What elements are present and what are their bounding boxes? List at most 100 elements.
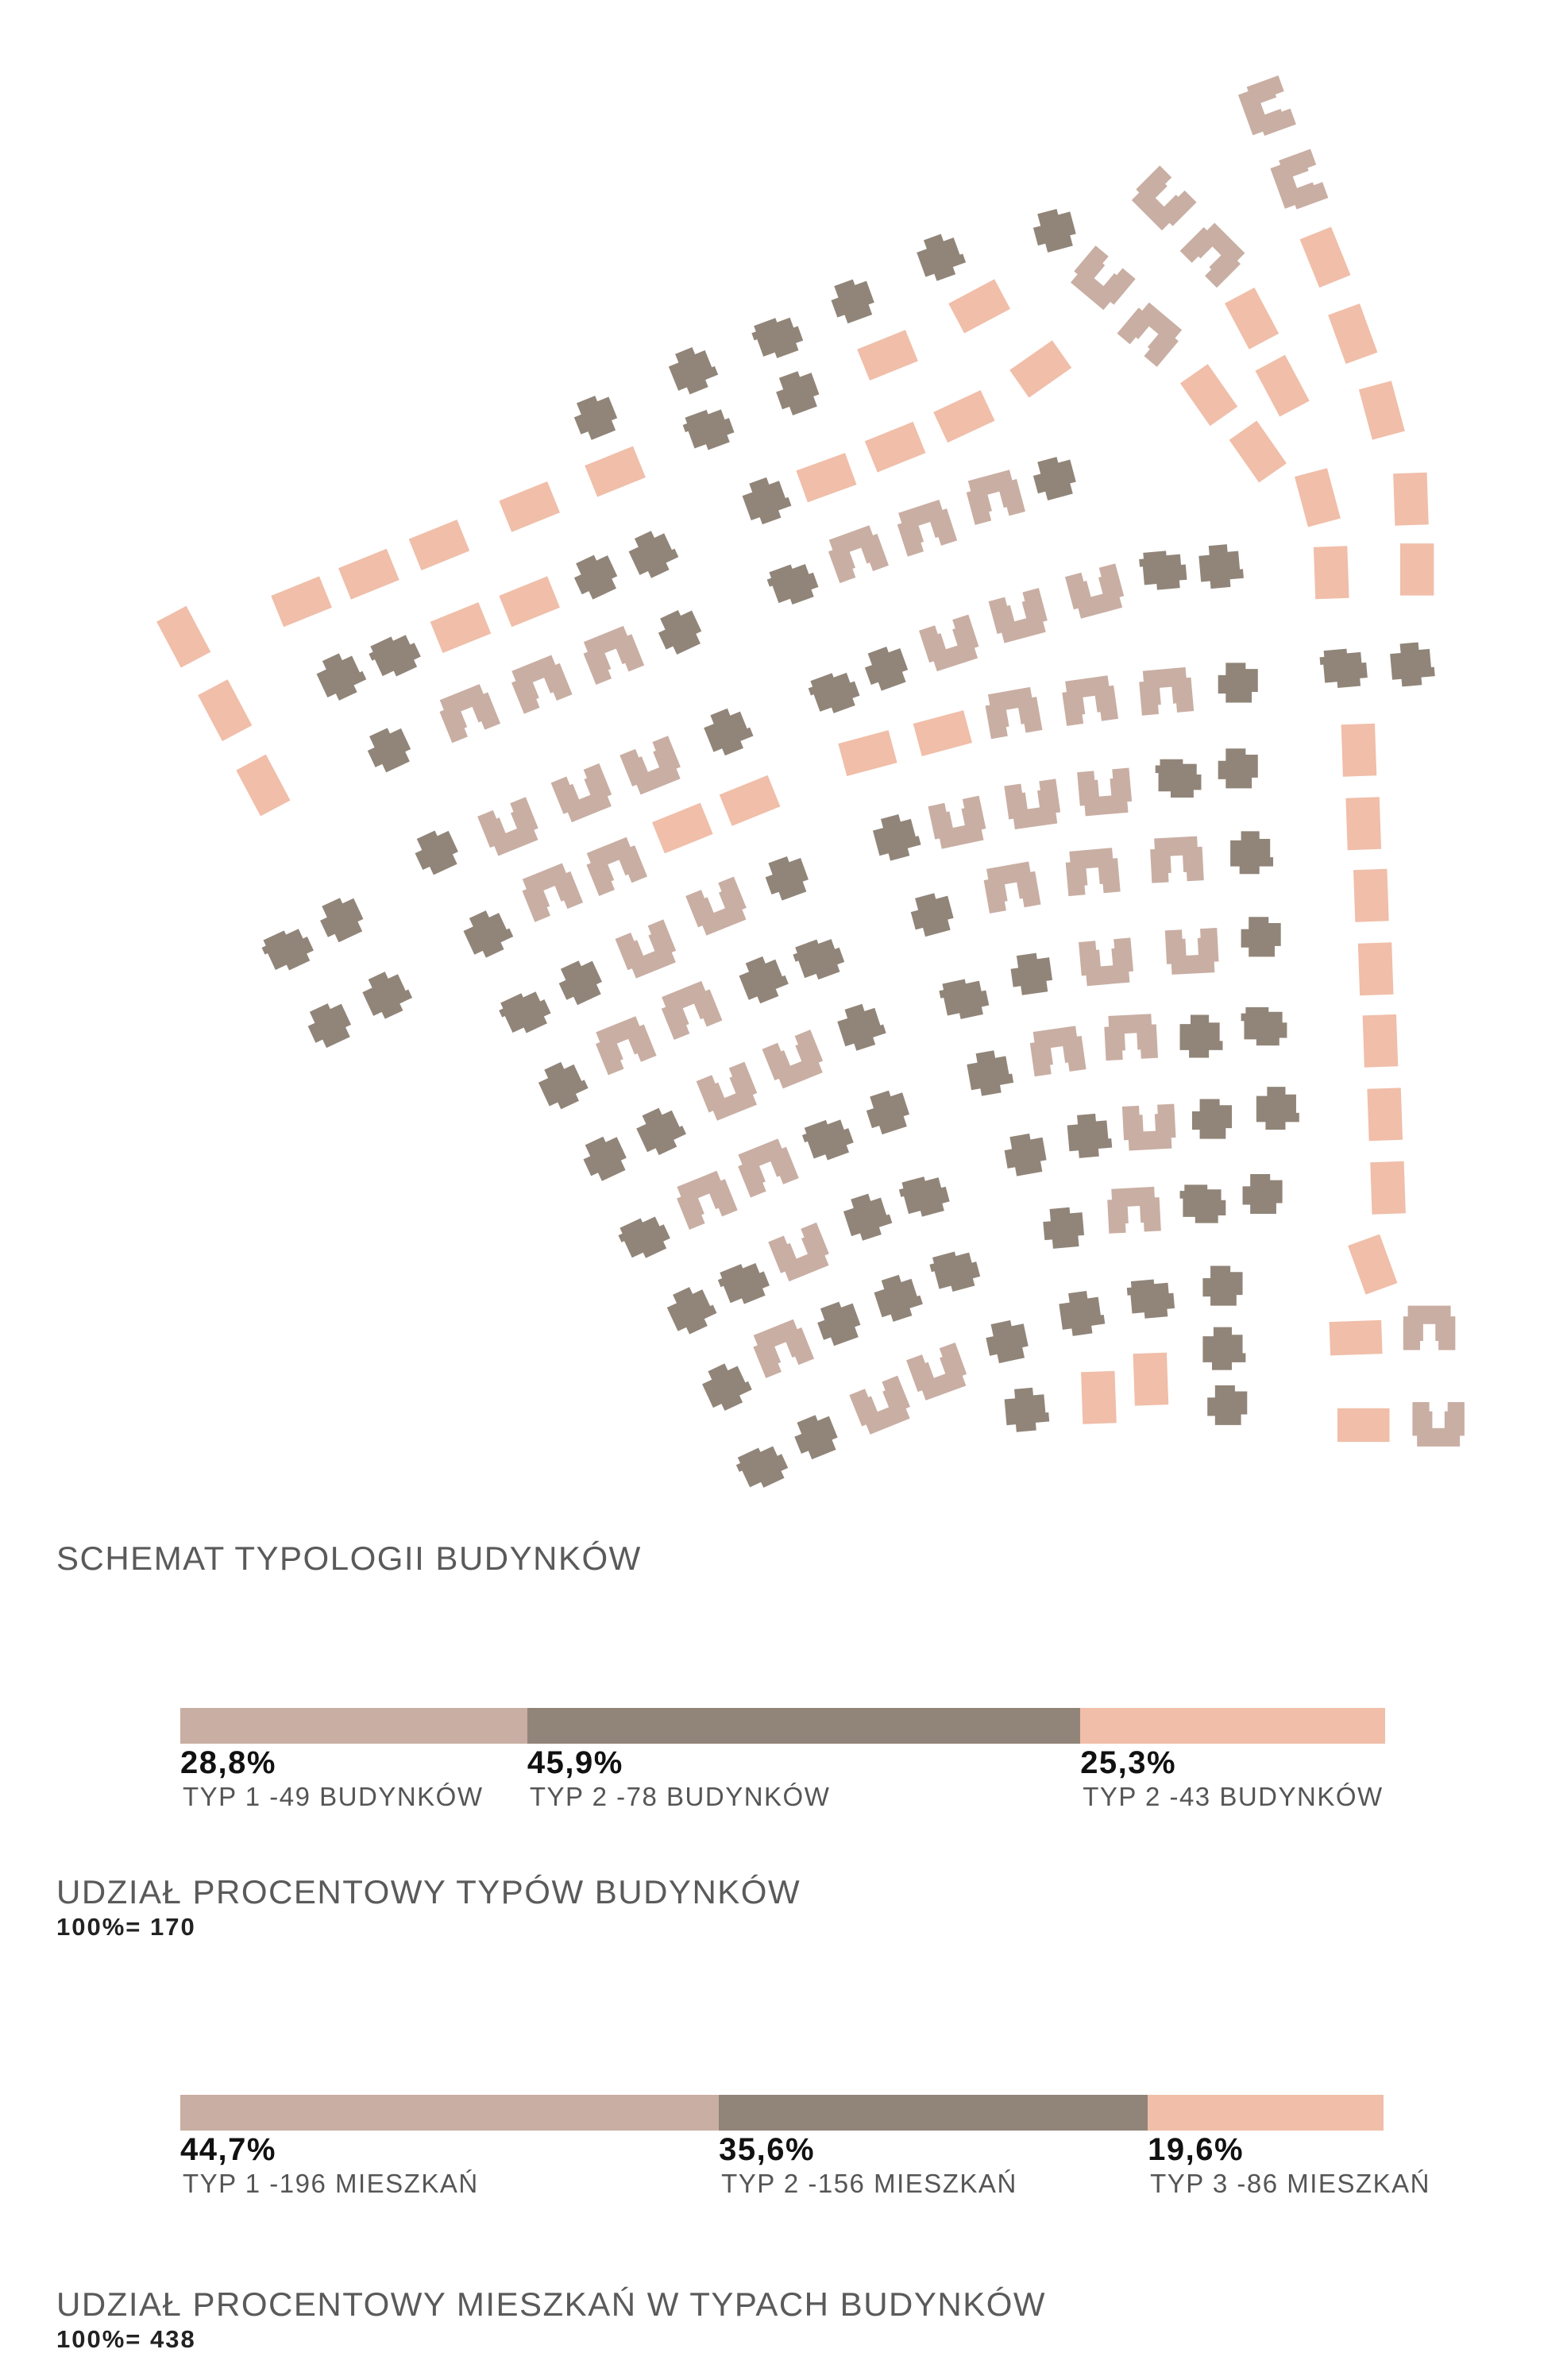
building-type-3	[1229, 420, 1287, 483]
building-type-3	[1357, 942, 1394, 996]
building-type-2	[415, 830, 458, 875]
building-type-2	[1139, 551, 1187, 590]
bar-segment-type-2: 45,9% TYP 2 -78 BUDYNKÓW	[527, 1708, 1081, 1811]
building-type-1	[583, 625, 645, 686]
building-type-2	[864, 647, 909, 691]
building-type-3	[1009, 340, 1072, 398]
building-type-3	[1362, 1014, 1399, 1068]
percent-label: 28,8%	[180, 1745, 276, 1780]
building-type-2	[1155, 759, 1202, 798]
building-type-2	[1207, 1385, 1248, 1425]
apartment-share-title: UDZIAŁ PROCENTOWY MIESZKAŃ W TYPACH BUDY…	[56, 2285, 1047, 2323]
building-type-1	[762, 1030, 824, 1089]
building-type-1	[928, 795, 986, 849]
bar-segment-type-2: 35,6% TYP 2 -156 MIESZKAŃ	[719, 2095, 1148, 2196]
building-type-2	[1067, 1113, 1113, 1158]
building-type-1	[1179, 222, 1245, 288]
building-type-3	[1367, 1088, 1403, 1142]
building-type-2	[261, 929, 314, 971]
building-type-2	[1319, 648, 1368, 688]
building-type-1	[1062, 675, 1119, 726]
building-type-1	[1412, 1402, 1465, 1447]
building-type-2	[1242, 1173, 1283, 1215]
building-type-2	[967, 1050, 1014, 1096]
building-type-2	[704, 708, 754, 756]
building-type-2	[843, 1193, 893, 1241]
percent-label: 35,6%	[719, 2132, 816, 2167]
building-type-2	[1202, 1265, 1243, 1306]
building-type-2	[939, 979, 990, 1019]
building-type-2	[866, 1090, 910, 1135]
bar-fill	[180, 1708, 527, 1744]
building-type-2	[1230, 831, 1274, 875]
building-type-3	[1081, 1370, 1117, 1424]
building-type-3	[1370, 1161, 1406, 1215]
building-type-1	[985, 686, 1043, 740]
building-type-1	[966, 469, 1026, 525]
building-type-2	[1004, 1133, 1047, 1176]
building-type-2	[1218, 748, 1258, 789]
building-type-2	[1390, 642, 1435, 687]
apartment-share-total: 100%= 438	[56, 2325, 196, 2353]
bar-segment-type-3: 19,6% TYP 3 -86 MIESZKAŃ	[1148, 2095, 1430, 2198]
building-type-1	[619, 736, 681, 795]
building-type-1	[906, 1342, 967, 1401]
building-type-2	[1179, 1184, 1226, 1223]
segment-label: TYP 2 -43 BUDYNKÓW	[1083, 1782, 1384, 1811]
building-type-3	[499, 481, 560, 532]
building-type-3	[948, 279, 1010, 334]
percent-label: 25,3%	[1080, 1745, 1177, 1780]
building-type-2	[929, 1251, 981, 1292]
building-type-2	[636, 1107, 686, 1156]
building-type-2	[986, 1319, 1029, 1364]
building-type-2	[1032, 457, 1076, 500]
building-type-3	[1255, 354, 1310, 417]
building-type-3	[156, 605, 211, 668]
building-type-2	[1198, 544, 1244, 589]
segment-label: TYP 2 -156 MIESZKAŃ	[721, 2169, 1017, 2198]
building-type-2	[320, 898, 364, 943]
building-type-1	[1104, 1014, 1158, 1061]
building-type-1	[595, 1016, 657, 1076]
building-type-3	[198, 679, 253, 742]
segment-label: TYP 3 -86 MIESZKAŃ	[1150, 2169, 1430, 2198]
building-type-1	[919, 614, 979, 672]
building-type-3	[338, 548, 399, 600]
building-type-1	[1071, 245, 1136, 311]
building-type-2	[872, 814, 921, 861]
building-type-3	[1345, 797, 1382, 851]
building-type-1	[586, 836, 648, 896]
building-type-3	[838, 730, 897, 777]
building-type-1	[1150, 836, 1204, 883]
building-type-3	[1329, 1319, 1383, 1356]
building-type-2	[1191, 1099, 1233, 1139]
building-type-3	[1179, 364, 1238, 427]
building-type-2	[499, 991, 551, 1034]
building-type-1	[828, 525, 889, 584]
building-type-2	[369, 635, 421, 677]
percent-label: 44,7%	[180, 2132, 276, 2167]
building-type-2	[742, 477, 792, 525]
building-type-3	[1328, 303, 1378, 365]
building-type-2	[739, 956, 789, 1004]
building-type-2	[1043, 1207, 1085, 1249]
building-type-1	[439, 684, 501, 744]
building-type-1	[677, 1170, 738, 1230]
building-type-2	[658, 609, 702, 655]
building-type-2	[831, 279, 874, 324]
segment-label: TYP 2 -78 BUDYNKÓW	[529, 1782, 831, 1811]
building-type-1	[1121, 1103, 1176, 1151]
building-type-1	[1117, 302, 1183, 367]
building-type-3	[857, 330, 918, 381]
building-type-2	[794, 1415, 838, 1460]
building-type-3	[1299, 226, 1351, 288]
bar-fill	[1148, 2095, 1384, 2131]
building-type-1	[1139, 666, 1195, 716]
building-type-2	[307, 1003, 352, 1049]
building-type-1	[685, 876, 747, 936]
building-share-title: UDZIAŁ PROCENTOWY TYPÓW BUDYNKÓW	[56, 1873, 801, 1911]
building-type-3	[430, 602, 492, 654]
building-share-total: 100%= 170	[56, 1913, 196, 1941]
building-type-3	[1337, 1408, 1390, 1443]
building-type-3	[1393, 472, 1429, 526]
